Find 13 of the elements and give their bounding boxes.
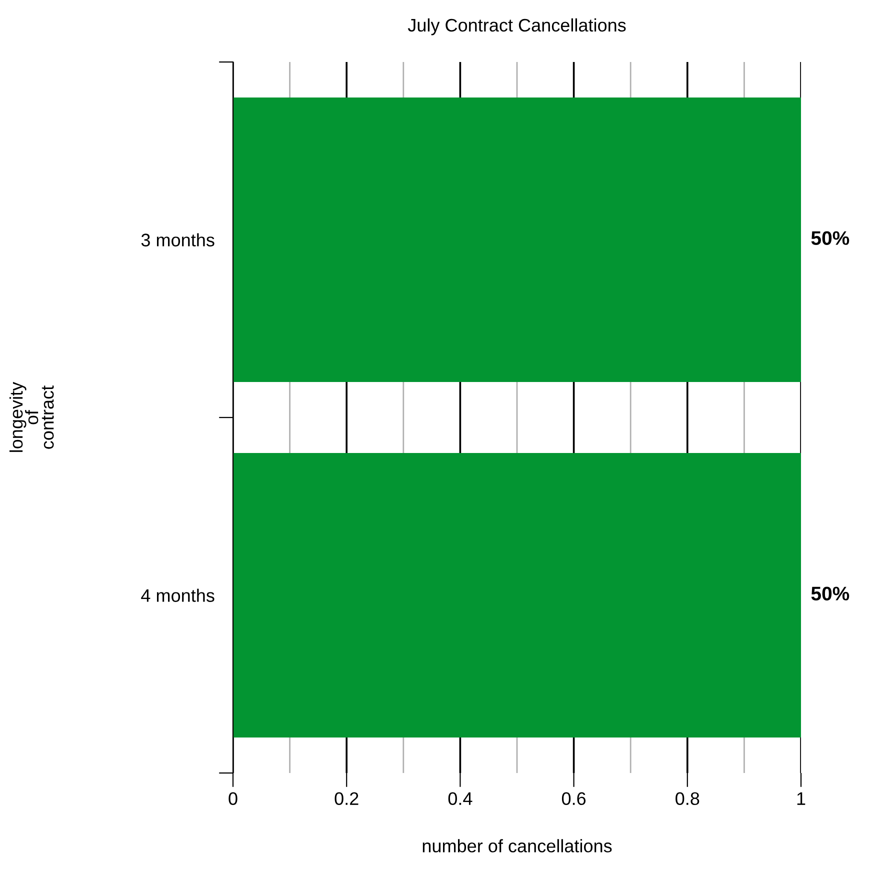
x-tick-label: 0.2	[334, 792, 358, 806]
chart-title: July Contract Cancellations	[408, 18, 626, 36]
x-tick-label: 0.6	[562, 792, 586, 806]
annotation: 50%	[811, 586, 850, 600]
annotation: 50%	[811, 231, 850, 245]
x-tick-label: 0.8	[676, 792, 700, 806]
x-tick-label: 0	[228, 792, 238, 806]
x-axis-title: number of cancellations	[422, 839, 612, 852]
x-tick-label: 1	[797, 792, 806, 805]
x-tick-label: 0.4	[448, 792, 472, 806]
y-tick-label: 3 months	[141, 233, 214, 246]
y-tick-label: 4 months	[141, 588, 214, 602]
y-axis-title: longevity of contract	[9, 382, 54, 452]
